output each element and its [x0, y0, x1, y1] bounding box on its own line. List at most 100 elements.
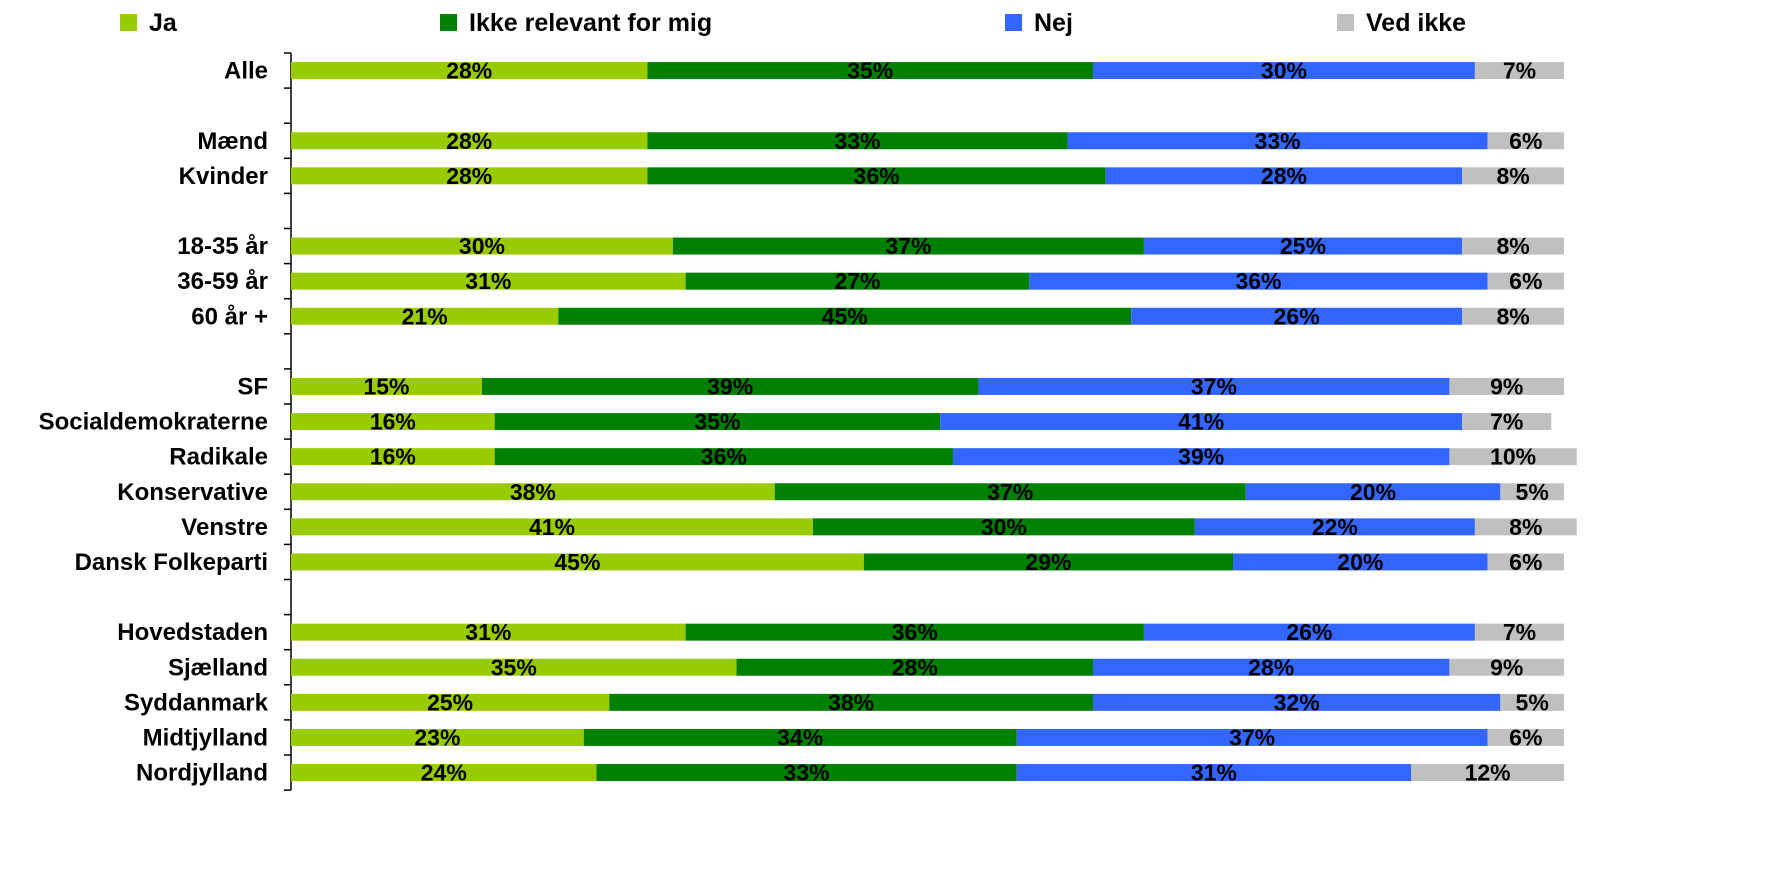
value-label-nej-midtjylland: 37%	[1229, 724, 1275, 750]
category-label-konservative: Konservative	[117, 479, 268, 506]
value-label-ikke-relevant-for-mig-kvinder: 36%	[854, 163, 900, 189]
category-label-syddanmark: Syddanmark	[124, 689, 269, 716]
value-label-ved-ikke-maend: 6%	[1509, 128, 1542, 154]
bar-segment-ja-syddanmark	[291, 693, 610, 711]
legend-swatch-ja	[120, 14, 137, 31]
legend-swatch-nej	[1005, 14, 1022, 31]
bar-segment-nej-36-59-aar	[1029, 272, 1488, 290]
category-label-60-aar: 60 år +	[191, 303, 268, 330]
bar-segment-ikke-relevant-for-mig-maend	[647, 132, 1068, 150]
bar-segment-ikke-relevant-for-mig-sf	[481, 377, 979, 395]
bar-segment-nej-maend	[1067, 132, 1488, 150]
bar-segment-nej-nordjylland	[1016, 764, 1412, 782]
bar-segment-ikke-relevant-for-mig-nordjylland	[596, 764, 1017, 782]
value-label-nej-venstre: 22%	[1312, 514, 1358, 540]
category-label-kvinder: Kvinder	[179, 163, 268, 190]
value-label-nej-18-35-aar: 25%	[1280, 233, 1326, 259]
value-label-nej-socialdemokraterne: 41%	[1178, 409, 1224, 435]
legend-label-ikke-relevant-for-mig: Ikke relevant for mig	[469, 9, 712, 37]
value-label-ja-radikale: 16%	[370, 444, 416, 470]
value-label-ved-ikke-36-59-aar: 6%	[1509, 268, 1542, 294]
bar-segment-nej-hovedstaden	[1143, 623, 1475, 641]
bar-segment-ved-ikke-sf	[1449, 377, 1564, 395]
value-label-ikke-relevant-for-mig-36-59-aar: 27%	[834, 268, 880, 294]
value-label-ikke-relevant-for-mig-venstre: 30%	[981, 514, 1027, 540]
category-label-radikale: Radikale	[169, 444, 268, 471]
bar-segment-nej-sf	[978, 377, 1450, 395]
bar-segment-ja-nordjylland	[291, 764, 597, 782]
value-label-nej-dansk-folkeparti: 20%	[1337, 549, 1383, 575]
value-label-nej-60-aar: 26%	[1274, 303, 1320, 329]
value-label-nej-konservative: 20%	[1350, 479, 1396, 505]
value-label-ja-hovedstaden: 31%	[465, 619, 511, 645]
bar-segment-ved-ikke-dansk-folkeparti	[1487, 553, 1564, 571]
bar-segment-ved-ikke-18-35-aar	[1462, 237, 1564, 255]
bar-segment-ikke-relevant-for-mig-radikale	[494, 448, 953, 466]
value-label-ikke-relevant-for-mig-60-aar: 45%	[822, 303, 868, 329]
bar-segment-nej-18-35-aar	[1143, 237, 1463, 255]
bar-segment-ikke-relevant-for-mig-venstre	[812, 518, 1195, 536]
value-label-nej-36-59-aar: 36%	[1235, 268, 1281, 294]
bar-segment-ikke-relevant-for-mig-60-aar	[558, 307, 1132, 325]
category-label-alle: Alle	[224, 58, 268, 85]
bar-segment-nej-socialdemokraterne	[940, 413, 1463, 431]
bar-segment-ikke-relevant-for-mig-sjaelland	[736, 658, 1093, 676]
bar-segment-ved-ikke-sjaelland	[1449, 658, 1564, 676]
bar-segment-ja-radikale	[291, 448, 495, 466]
value-label-ja-socialdemokraterne: 16%	[370, 409, 416, 435]
bar-segment-nej-konservative	[1245, 483, 1501, 501]
value-label-ikke-relevant-for-mig-sf: 39%	[707, 373, 753, 399]
bar-segment-ved-ikke-konservative	[1500, 483, 1564, 501]
category-label-36-59-aar: 36-59 år	[177, 268, 268, 295]
bars	[291, 62, 1577, 782]
category-label-sf: SF	[237, 373, 268, 400]
bar-segment-nej-dansk-folkeparti	[1233, 553, 1488, 571]
bar-segment-ikke-relevant-for-mig-alle	[647, 62, 1093, 80]
bar-segment-ved-ikke-maend	[1487, 132, 1564, 150]
bar-segment-ved-ikke-nordjylland	[1411, 764, 1564, 782]
value-label-nej-nordjylland: 31%	[1191, 760, 1237, 786]
value-label-nej-kvinder: 28%	[1261, 163, 1307, 189]
bar-segment-ved-ikke-alle	[1474, 62, 1564, 80]
value-label-ja-syddanmark: 25%	[427, 689, 473, 715]
bar-segment-ikke-relevant-for-mig-konservative	[774, 483, 1246, 501]
value-label-ja-konservative: 38%	[510, 479, 556, 505]
value-label-nej-alle: 30%	[1261, 58, 1307, 84]
legend-label-ja: Ja	[149, 9, 178, 37]
legend-label-ved-ikke: Ved ikke	[1366, 9, 1466, 37]
legend: Ja Ikke relevant for mig Nej Ved ikke	[120, 9, 1466, 37]
value-label-ja-maend: 28%	[446, 128, 492, 154]
value-label-ved-ikke-sjaelland: 9%	[1490, 654, 1523, 680]
legend-swatch-ikke-relevant-for-mig	[440, 14, 457, 31]
value-label-ved-ikke-nordjylland: 12%	[1465, 760, 1511, 786]
value-label-ved-ikke-18-35-aar: 8%	[1496, 233, 1529, 259]
bar-segment-ja-36-59-aar	[291, 272, 686, 290]
bar-segment-nej-sjaelland	[1092, 658, 1450, 676]
category-label-dansk-folkeparti: Dansk Folkeparti	[75, 549, 268, 576]
bar-segment-ved-ikke-kvinder	[1462, 167, 1564, 185]
legend-label-nej: Nej	[1034, 9, 1073, 37]
bar-segment-ikke-relevant-for-mig-midtjylland	[583, 728, 1017, 746]
bar-segment-ja-midtjylland	[291, 728, 584, 746]
value-label-nej-maend: 33%	[1255, 128, 1301, 154]
value-label-ved-ikke-venstre: 8%	[1509, 514, 1542, 540]
category-label-venstre: Venstre	[181, 514, 268, 541]
bar-segment-ja-kvinder	[291, 167, 648, 185]
value-label-ikke-relevant-for-mig-hovedstaden: 36%	[892, 619, 938, 645]
bar-segment-nej-venstre	[1194, 518, 1475, 536]
value-label-ja-36-59-aar: 31%	[465, 268, 511, 294]
bar-segment-ja-konservative	[291, 483, 775, 501]
value-label-ja-sjaelland: 35%	[491, 654, 537, 680]
category-label-sjaelland: Sjælland	[168, 654, 268, 681]
value-label-nej-sjaelland: 28%	[1248, 654, 1294, 680]
legend-swatch-ved-ikke	[1337, 14, 1354, 31]
bar-segment-ikke-relevant-for-mig-hovedstaden	[685, 623, 1144, 641]
value-label-ikke-relevant-for-mig-nordjylland: 33%	[784, 760, 830, 786]
bar-segment-ja-dansk-folkeparti	[291, 553, 864, 571]
value-label-ved-ikke-midtjylland: 6%	[1509, 724, 1542, 750]
bar-segment-nej-midtjylland	[1016, 728, 1488, 746]
bar-segment-ja-18-35-aar	[291, 237, 673, 255]
bar-segment-nej-syddanmark	[1092, 693, 1501, 711]
value-label-ved-ikke-radikale: 10%	[1490, 444, 1536, 470]
bar-segment-ikke-relevant-for-mig-36-59-aar	[685, 272, 1030, 290]
